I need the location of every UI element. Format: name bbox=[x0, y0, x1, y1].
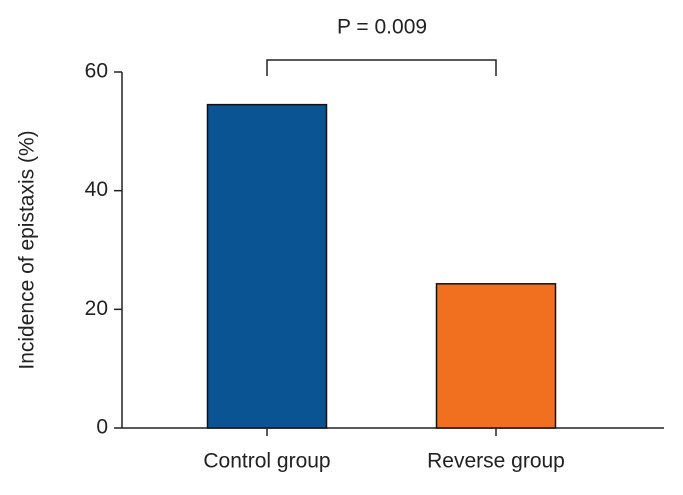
x-tick-label: Reverse group bbox=[427, 450, 565, 473]
y-tick-label: 20 bbox=[85, 297, 108, 320]
y-tick-label: 0 bbox=[96, 416, 108, 439]
annotation: P = 0.009 bbox=[337, 16, 427, 39]
x-tick-label: Control group bbox=[203, 450, 330, 473]
bar bbox=[206, 103, 328, 429]
significance-bracket bbox=[266, 59, 497, 76]
y-tick-label: 40 bbox=[85, 178, 108, 201]
bar bbox=[435, 283, 557, 429]
y-tick-label: 60 bbox=[85, 60, 108, 83]
y-axis-label: Incidence of epistaxis (%) bbox=[16, 130, 39, 369]
